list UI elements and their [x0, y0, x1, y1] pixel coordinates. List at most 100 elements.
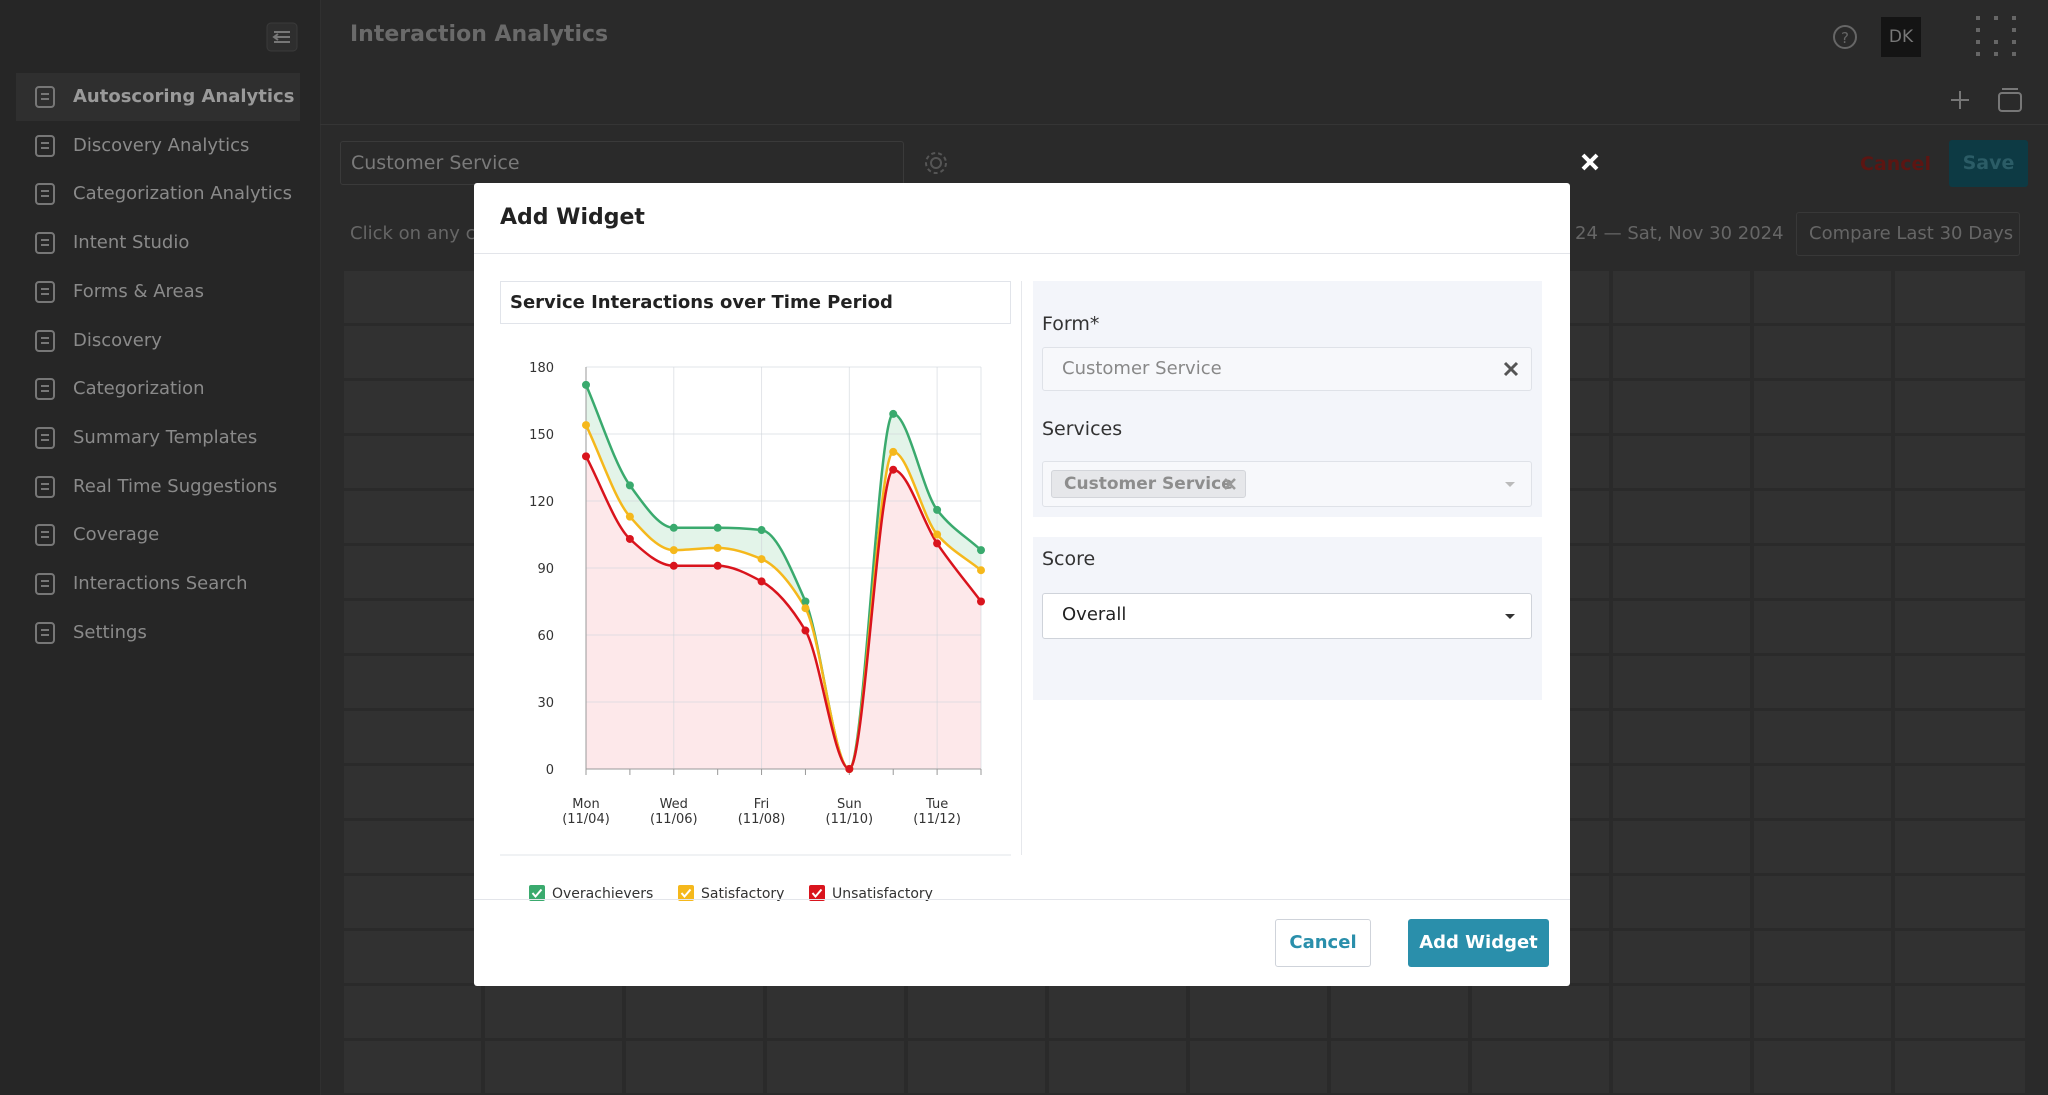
nav-item[interactable]: Settings: [16, 609, 300, 657]
nav-icon: [35, 329, 55, 352]
x-tick-label: Mon (11/04): [562, 797, 610, 827]
data-point: [845, 765, 854, 773]
chart-title: Service Interactions over Time Period: [500, 281, 1011, 324]
legend-check: [811, 888, 823, 899]
data-point: [669, 523, 678, 532]
nav-icon: [35, 86, 55, 108]
settings-icon[interactable]: [922, 149, 950, 177]
data-point: [669, 546, 678, 555]
score-label: Score: [1042, 548, 1096, 570]
collapse-button[interactable]: [266, 22, 298, 52]
data-point: [713, 561, 722, 570]
nav-icon: [35, 475, 55, 498]
data-point: [625, 534, 634, 543]
data-point: [713, 523, 722, 532]
legend-label: Unsatisfactory: [832, 886, 933, 902]
data-point: [933, 539, 942, 548]
data-point: [625, 481, 634, 490]
nav-item[interactable]: Categorization Analytics: [16, 170, 300, 218]
chart: 0 30 60 90 120 150 180 Overachievers Satisfactor…: [500, 361, 1011, 902]
nav-item[interactable]: Discovery Analytics: [16, 122, 300, 170]
cancel-button[interactable]: Cancel: [1275, 919, 1371, 967]
form-input[interactable]: Customer Service: [1042, 347, 1532, 391]
save-button[interactable]: Save: [1949, 140, 2028, 187]
y-tick-label: 90: [537, 562, 554, 577]
modal: Add Widget Service Interactions over Tim…: [474, 183, 1570, 986]
sidebar: Autoscoring Analytics Discovery Analytics…: [0, 0, 321, 1095]
add-icon[interactable]: [1948, 88, 1972, 112]
divider: [1021, 281, 1022, 855]
service-chip[interactable]: Customer Service: [1051, 470, 1246, 498]
dashboard-name-input[interactable]: Customer Service: [340, 141, 904, 185]
series-line: [584, 455, 982, 771]
data-point: [889, 447, 898, 456]
nav-item[interactable]: Summary Templates: [16, 414, 300, 462]
data-point: [977, 597, 985, 606]
modal-title: Add Widget: [500, 205, 645, 230]
nav-item[interactable]: Intent Studio: [16, 219, 300, 267]
nav-item[interactable]: Autoscoring Analytics: [16, 73, 300, 121]
y-tick-label: 0: [546, 763, 554, 778]
series-line: [584, 384, 982, 771]
nav-item[interactable]: Coverage: [16, 511, 300, 559]
legend-item[interactable]: Satisfactory: [678, 885, 784, 902]
data-point: [713, 543, 722, 552]
clear-icon[interactable]: [1502, 360, 1520, 378]
form-label: Form*: [1042, 313, 1100, 335]
nav-item[interactable]: Real Time Suggestions: [16, 463, 300, 511]
date-range[interactable]: 24 — Sat, Nov 30 2024: [1575, 223, 1784, 244]
divider: [474, 253, 1570, 254]
legend-item[interactable]: Overachievers: [529, 885, 653, 902]
nav-item[interactable]: Interactions Search: [16, 560, 300, 608]
y-tick-label: 180: [529, 361, 554, 376]
data-point: [757, 577, 766, 586]
chip-remove[interactable]: [1223, 477, 1237, 491]
data-point: [977, 566, 985, 575]
cancel-button[interactable]: Cancel: [1860, 153, 1931, 175]
hint-text: Click on any cel: [350, 223, 492, 244]
legend-item[interactable]: Unsatisfactory: [809, 885, 933, 902]
nav-item[interactable]: Forms & Areas: [16, 268, 300, 316]
avatar[interactable]: DK: [1881, 17, 1921, 57]
data-point: [582, 380, 590, 389]
nav-item[interactable]: Discovery: [16, 317, 300, 365]
page-title: Interaction Analytics: [350, 22, 609, 47]
data-point: [582, 452, 590, 461]
data-point: [889, 465, 898, 474]
y-tick-label: 150: [529, 428, 554, 443]
services-label: Services: [1042, 418, 1123, 440]
compare-select[interactable]: Compare Last 30 Days: [1796, 212, 2020, 256]
archive-icon[interactable]: [1996, 86, 2024, 114]
legend-checkbox: [678, 885, 694, 901]
data-point: [889, 409, 898, 418]
series-line: [584, 424, 982, 771]
logo: [1976, 16, 2016, 56]
nav-icon: [35, 573, 55, 595]
nav-item[interactable]: Categorization: [16, 365, 300, 413]
legend-check: [680, 888, 692, 899]
svg-text:?: ?: [1841, 29, 1849, 47]
nav-icon: [35, 183, 55, 206]
data-point: [801, 597, 810, 606]
x-tick-label: Wed (11/06): [649, 797, 698, 827]
data-point: [801, 604, 810, 613]
legend-check: [531, 888, 543, 899]
add-widget-button[interactable]: Add Widget: [1408, 919, 1549, 967]
divider: [320, 124, 2048, 125]
nav-icon: [35, 232, 55, 255]
chart-panel: Service Interactions over Time Period 0 3…: [500, 281, 1011, 927]
close-modal[interactable]: [1578, 150, 1602, 174]
legend-checkbox: [529, 885, 545, 901]
series-area: [586, 456, 981, 769]
dropdown-caret: [1505, 614, 1515, 619]
y-tick-label: 60: [537, 629, 554, 644]
x-tick-label: Fri (11/08): [737, 797, 786, 827]
data-point: [757, 526, 766, 535]
help-icon[interactable]: ?: [1832, 24, 1858, 50]
score-select[interactable]: Overall: [1042, 593, 1532, 639]
legend-label: Satisfactory: [701, 886, 784, 902]
dropdown-caret: [1505, 482, 1515, 487]
legend-label: Overachievers: [552, 886, 653, 902]
data-point: [582, 421, 590, 430]
divider: [474, 899, 1570, 900]
